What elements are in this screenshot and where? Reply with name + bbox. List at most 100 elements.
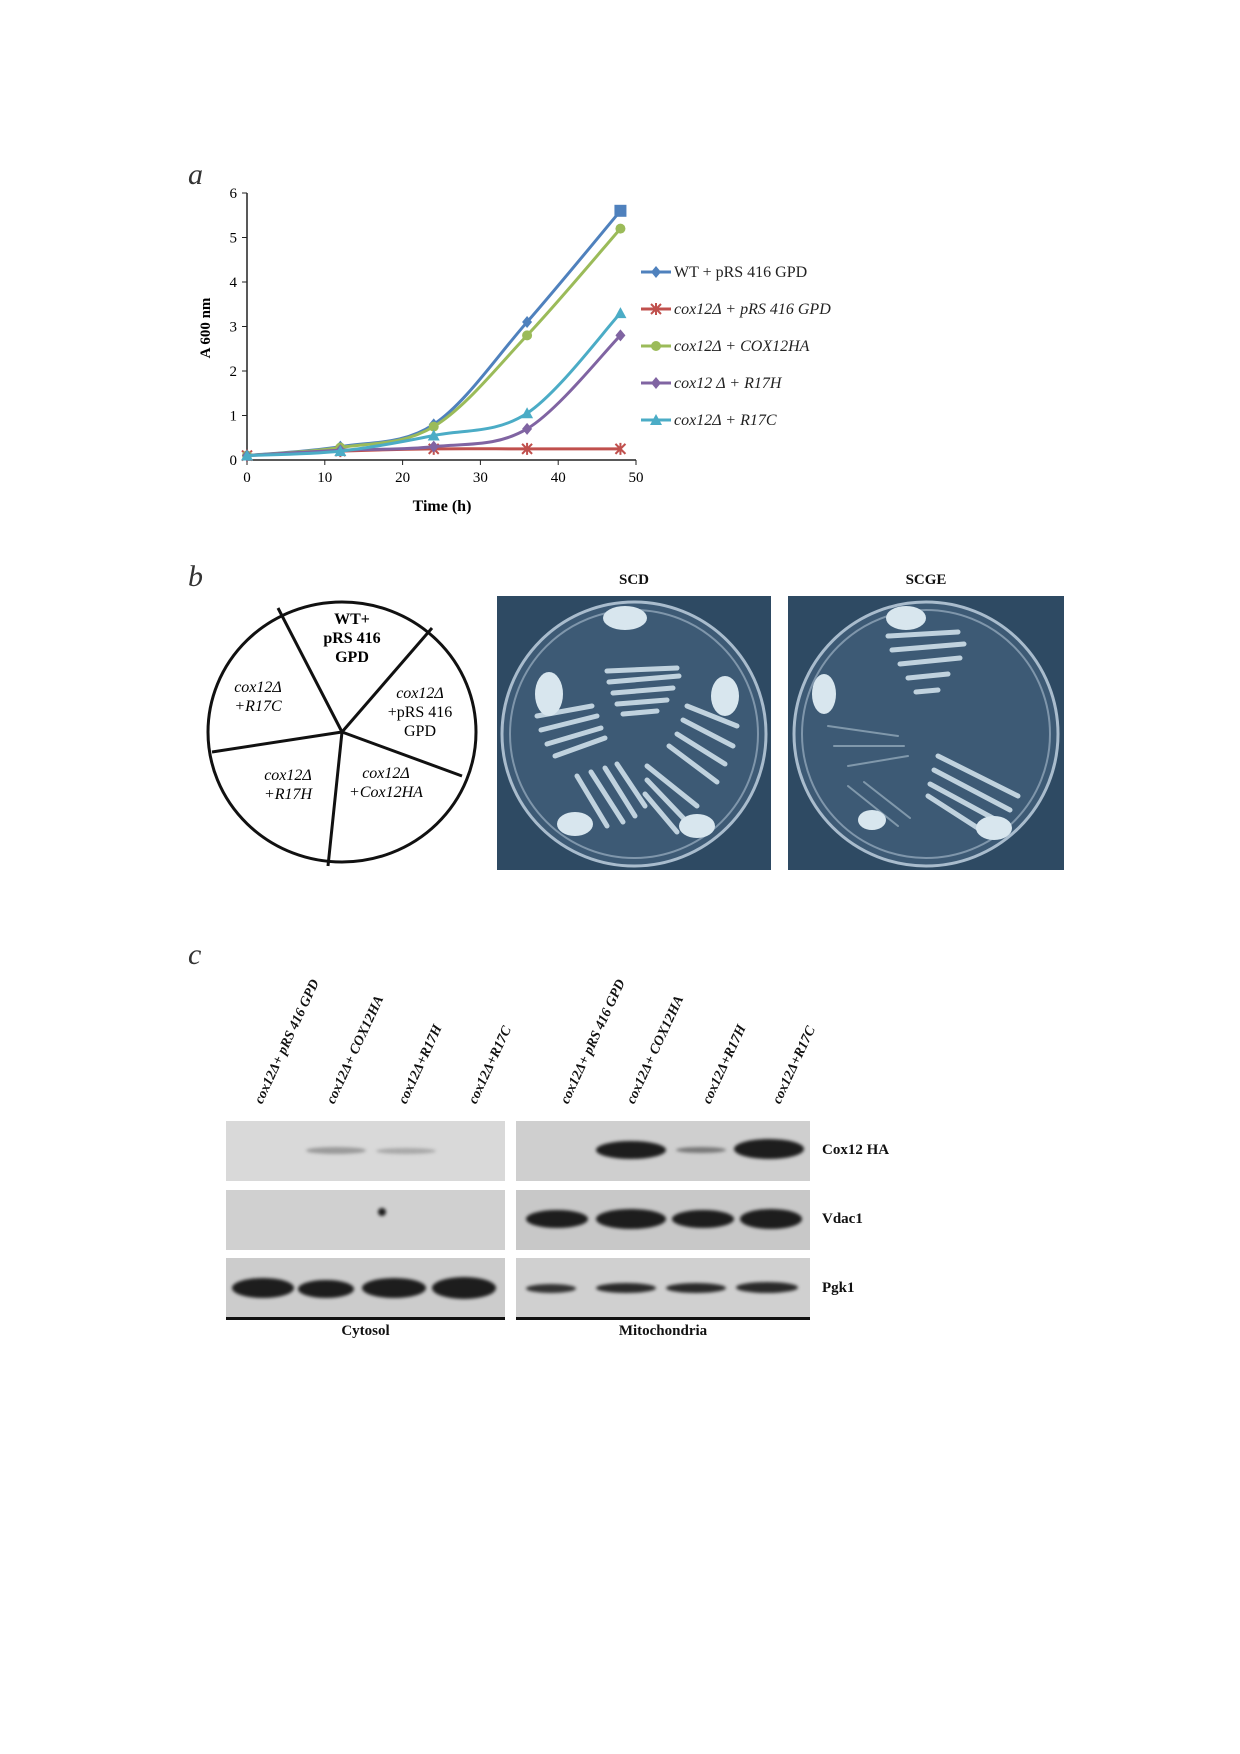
data-point: [651, 377, 661, 389]
legend-item-3: cox12 Δ + R17H: [641, 375, 783, 392]
blot-cox12ha-cytosol: [226, 1121, 505, 1181]
data-point: [614, 442, 627, 455]
pie-sector-label: WT+ pRS 416 GPD: [323, 611, 380, 666]
blot-vdac1-cytosol: [226, 1190, 505, 1250]
series-2: [242, 223, 626, 461]
x-tick-label: 30: [473, 470, 488, 486]
series-3: [242, 329, 626, 462]
data-point: [615, 223, 626, 234]
blot-band: [378, 1208, 386, 1216]
data-point: [650, 303, 662, 315]
legend-label: cox12Δ + R17C: [674, 412, 777, 429]
blot-vdac1-mitochondria: [516, 1190, 810, 1250]
blot-band: [526, 1284, 576, 1293]
blot-band: [666, 1283, 726, 1293]
lane-label-3: cox12Δ+R17H: [396, 1022, 446, 1107]
legend-item-0: WT + pRS 416 GPD: [641, 264, 807, 281]
blot-pgk1-cytosol: [226, 1258, 505, 1318]
pie-sector-label: cox12Δ +pRS 416 GPD: [388, 685, 453, 740]
row-label-cox12ha: Cox12 HA: [822, 1142, 890, 1158]
data-point: [427, 429, 440, 441]
pie-sector-label: cox12Δ +R17C: [234, 679, 282, 715]
x-tick-label: 10: [317, 470, 332, 486]
y-tick-label: 3: [230, 320, 238, 336]
pie-sector-label: cox12Δ +R17H: [264, 767, 314, 803]
pie-divider: [211, 730, 343, 754]
scd-plate-graphic: [500, 600, 768, 868]
lane-label-8: cox12Δ+R17C: [770, 1024, 819, 1107]
cytosol-label: Cytosol: [341, 1323, 390, 1339]
data-point: [650, 414, 662, 425]
y-axis-label: A 600 nm: [198, 297, 214, 358]
legend-label: cox12 Δ + R17H: [674, 375, 783, 392]
mitochondria-bracket-line: [516, 1317, 810, 1320]
pie-divider: [340, 627, 434, 733]
x-axis-label: Time (h): [413, 498, 472, 515]
data-point: [522, 316, 533, 329]
panel-letter-b: b: [188, 560, 203, 593]
scd-plate-title: SCD: [618, 572, 649, 588]
pie-sector-lines: [206, 600, 478, 867]
lane-label-4: cox12Δ+R17C: [466, 1024, 515, 1107]
strain-layout-diagram: WT+ pRS 416 GPD cox12Δ +pRS 416 GPD cox12Δ +Cox…: [206, 600, 478, 867]
data-point: [428, 440, 439, 453]
panel-letter-c: c: [188, 938, 202, 971]
lane-label-6: cox12Δ+ COX12HA: [624, 993, 688, 1107]
pie-label-line: cox12Δ: [264, 767, 312, 784]
scd-plate-image: [497, 596, 771, 870]
x-tick-label: 0: [243, 470, 251, 486]
legend-item-4: cox12Δ + R17C: [641, 412, 777, 429]
blot-band: [596, 1141, 666, 1159]
x-tick-label: 20: [395, 470, 410, 486]
blot-band: [526, 1210, 588, 1228]
blot-band: [376, 1148, 436, 1154]
lane-label-5: cox12Δ+ pRS 416 GPD: [558, 977, 629, 1107]
data-point: [614, 204, 627, 217]
blot-band: [432, 1277, 496, 1299]
data-point: [522, 422, 533, 435]
blot-pgk1-mitochondria: [516, 1258, 810, 1318]
lane-label-7: cox12Δ+R17H: [700, 1022, 750, 1107]
pie-sector-labels: WT+ pRS 416 GPD cox12Δ +pRS 416 GPD cox12Δ +Cox…: [234, 611, 452, 803]
blot-band: [740, 1209, 802, 1229]
chart-series-group: [241, 204, 627, 462]
blot-band: [298, 1280, 354, 1298]
legend-item-1: cox12Δ + pRS 416 GPD: [641, 301, 831, 318]
blot-band: [676, 1147, 726, 1153]
mitochondria-label: Mitochondria: [618, 1323, 708, 1339]
chart-legend: WT + pRS 416 GPD cox12Δ + pRS 416 GPD cox1…: [641, 264, 831, 429]
legend-label: cox12Δ + COX12HA: [674, 338, 810, 355]
cytosol-bracket-line: [226, 1317, 505, 1320]
data-point: [614, 307, 627, 319]
blot-band: [232, 1278, 294, 1298]
y-tick-label: 2: [230, 364, 238, 380]
scge-plate-graphic: [792, 600, 1060, 868]
blot-band: [596, 1283, 656, 1293]
x-tick-label: 50: [629, 470, 644, 486]
data-point: [334, 445, 347, 457]
blot-band: [596, 1209, 666, 1229]
y-tick-label: 6: [230, 186, 238, 202]
blot-band: [734, 1139, 804, 1159]
pie-label-line: +R17C: [234, 698, 282, 715]
data-point: [651, 341, 661, 351]
blot-band: [362, 1278, 426, 1298]
pie-label-line: cox12Δ: [362, 765, 410, 782]
blot-band: [672, 1210, 734, 1228]
pie-divider: [326, 731, 344, 867]
scge-plate-image: [788, 596, 1064, 870]
series-line: [246, 312, 622, 458]
pie-label-line: +Cox12HA: [349, 784, 423, 801]
data-point: [521, 407, 534, 419]
data-point: [428, 421, 439, 432]
growth-curve-chart: 0 1 2 3 4 5 6 0 10 20 30 40 50 WT + pRS 416 GPD cox12…: [198, 186, 831, 515]
pie-divider: [276, 607, 344, 733]
data-point: [521, 442, 533, 455]
row-label-pgk1: Pgk1: [822, 1280, 855, 1296]
data-point: [651, 266, 661, 278]
y-tick-label: 5: [230, 231, 238, 247]
pie-label-line: cox12Δ: [396, 685, 444, 702]
y-tick-label: 1: [230, 409, 238, 425]
legend-item-2: cox12Δ + COX12HA: [641, 338, 810, 355]
pie-label-line: cox12Δ: [234, 679, 282, 696]
